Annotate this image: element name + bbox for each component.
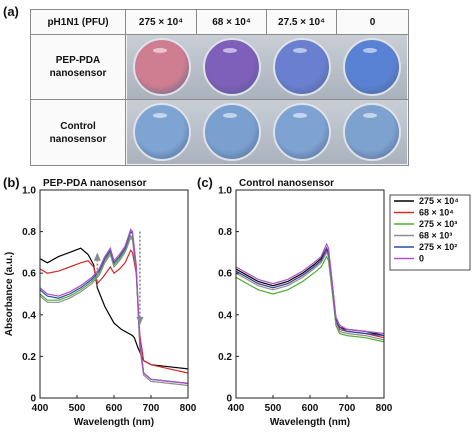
legend-label: 0 xyxy=(419,254,424,264)
row-label-line: nanosensor xyxy=(49,68,107,79)
x-axis-label: Wavelength (nm) xyxy=(270,417,350,428)
x-tick-label: 500 xyxy=(265,403,282,414)
series-line xyxy=(39,234,189,384)
x-tick-label: 400 xyxy=(228,403,245,414)
well xyxy=(133,103,191,161)
well-cell xyxy=(267,35,337,99)
legend-label: 68 × 10³ xyxy=(419,231,452,241)
row-label-line: nanosensor xyxy=(49,133,107,145)
y-tick-label: 0.8 xyxy=(22,227,36,238)
y-tick-label: 0.6 xyxy=(218,269,232,280)
x-tick-label: 700 xyxy=(143,403,160,414)
x-tick-label: 600 xyxy=(106,403,123,414)
well-cell xyxy=(197,35,267,99)
well-cell xyxy=(127,100,197,164)
well-cell xyxy=(197,100,267,164)
column-header: 68 × 10⁴ xyxy=(197,10,267,34)
well-plate-table: pH1N1 (PFU) 275 × 10⁴ 68 × 10⁴ 27.5 × 10… xyxy=(30,9,409,166)
panel-label-c: (c) xyxy=(197,175,213,190)
series-line xyxy=(39,249,189,374)
y-tick-label: 0.6 xyxy=(22,269,36,280)
row-label-line: Control xyxy=(60,120,96,132)
header-divider xyxy=(31,34,408,35)
series-line xyxy=(235,255,385,343)
chart-title: Control nanosensor xyxy=(239,178,334,189)
y-tick-label: 0.2 xyxy=(22,352,36,363)
y-tick-label: 1.0 xyxy=(218,186,232,197)
series-line xyxy=(235,246,385,337)
series-line xyxy=(39,230,189,384)
x-tick-label: 500 xyxy=(69,403,86,414)
y-tick-label: 0.2 xyxy=(218,352,232,363)
well xyxy=(203,38,261,96)
well-cell xyxy=(337,35,407,99)
annotation-arrowhead-down xyxy=(136,316,144,326)
x-axis-label: Wavelength (nm) xyxy=(74,417,154,428)
legend-label: 275 × 10⁴ xyxy=(419,196,459,206)
y-tick-label: 0 xyxy=(30,394,36,405)
y-tick-label: 0.4 xyxy=(218,310,232,321)
well xyxy=(133,38,191,96)
panel-label-a: (a) xyxy=(3,4,19,19)
x-tick-label: 800 xyxy=(376,403,393,414)
well xyxy=(343,103,401,161)
well-cell xyxy=(337,100,407,164)
well xyxy=(273,103,331,161)
well xyxy=(203,103,261,161)
series-line xyxy=(39,228,189,384)
legend-label: 275 × 10² xyxy=(419,242,457,252)
well-cell xyxy=(267,100,337,164)
panel-label-b: (b) xyxy=(3,175,20,190)
legend-label: 275 × 10³ xyxy=(419,219,457,229)
column-header: 0 xyxy=(337,10,408,34)
column-header: 27.5 × 10⁴ xyxy=(267,10,337,34)
y-tick-label: 0.8 xyxy=(218,227,232,238)
x-tick-label: 800 xyxy=(180,403,197,414)
row-divider xyxy=(31,99,408,100)
legend-label: 68 × 10⁴ xyxy=(419,208,454,218)
plot-frame xyxy=(235,189,385,399)
annotation-arrowhead-up xyxy=(93,252,101,261)
series-line xyxy=(235,242,385,335)
row-label-line: PEP-PDA xyxy=(55,55,101,66)
well xyxy=(273,38,331,96)
chart-title: PEP-PDA nanosensor xyxy=(43,178,147,189)
y-tick-label: 0 xyxy=(226,394,232,405)
table-header-label: pH1N1 (PFU) xyxy=(31,10,126,34)
well xyxy=(343,38,401,96)
x-tick-label: 600 xyxy=(302,403,319,414)
row-label-control: Control nanosensor xyxy=(31,100,126,165)
x-tick-label: 700 xyxy=(339,403,356,414)
column-header: 275 × 10⁴ xyxy=(126,10,197,34)
legend-box xyxy=(389,194,471,271)
series-line xyxy=(235,251,385,341)
well-cell xyxy=(127,35,197,99)
row-label-pep-pda: PEP-PDA nanosensor xyxy=(31,35,126,99)
y-tick-label: 1.0 xyxy=(22,186,36,197)
series-line xyxy=(235,248,385,339)
x-tick-label: 400 xyxy=(32,403,49,414)
y-tick-label: 0.4 xyxy=(22,310,36,321)
y-axis-label: Absorbance (a.u.) xyxy=(4,252,15,336)
series-line xyxy=(235,246,385,337)
